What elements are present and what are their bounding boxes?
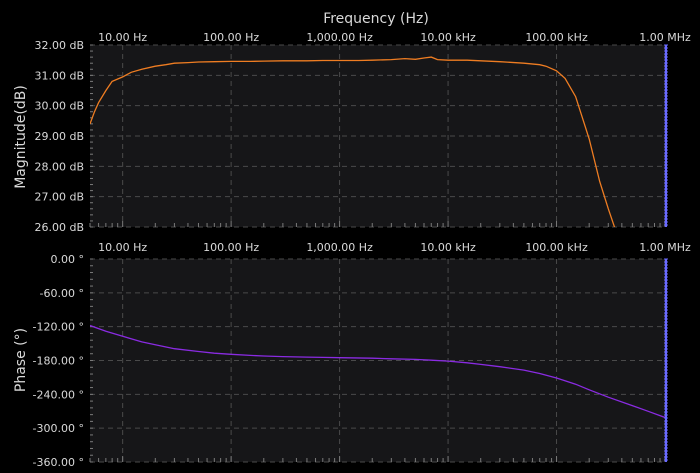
- magnitude-y-tick-label: 28.00 dB: [34, 160, 84, 173]
- phase-y-tick-label: -300.00 °: [33, 422, 84, 435]
- phase-y-tick-label: -120.00 °: [33, 321, 84, 334]
- frequency-axis-title: Frequency (Hz): [323, 11, 429, 27]
- magnitude-x-tick-label: 1,000.00 Hz: [306, 31, 373, 44]
- phase-y-tick-label: -180.00 °: [33, 355, 84, 368]
- phase-y-tick-label: -360.00 °: [33, 456, 84, 469]
- magnitude-y-tick-label: 32.00 dB: [34, 39, 84, 52]
- phase-x-tick-label: 100.00 kHz: [525, 241, 588, 254]
- phase-x-tick-label: 10.00 kHz: [420, 241, 476, 254]
- magnitude-panel: 10.00 Hz 100.00 Hz 1,000.00 Hz 10.00 kHz 100…: [34, 31, 691, 234]
- magnitude-y-tick-label: 30.00 dB: [34, 100, 84, 113]
- magnitude-y-tick-label: 27.00 dB: [34, 191, 84, 204]
- phase-x-tick-label: 100.00 Hz: [203, 241, 259, 254]
- magnitude-y-tick-label: 26.00 dB: [34, 221, 84, 234]
- magnitude-x-tick-label: 10.00 Hz: [98, 31, 147, 44]
- magnitude-x-tick-label: 1.00 MHz: [639, 31, 691, 44]
- magnitude-x-tick-label: 10.00 kHz: [420, 31, 476, 44]
- phase-x-tick-label: 10.00 Hz: [98, 241, 147, 254]
- phase-x-tick-label: 1,000.00 Hz: [306, 241, 373, 254]
- magnitude-x-tick-label: 100.00 Hz: [203, 31, 259, 44]
- phase-y-tick-label: 0.00 °: [51, 253, 85, 266]
- magnitude-x-tick-label: 100.00 kHz: [525, 31, 588, 44]
- magnitude-axis-title: Magnitude(dB): [13, 85, 29, 189]
- phase-series-line: [90, 324, 665, 419]
- phase-y-tick-label: -60.00 °: [40, 287, 84, 300]
- magnitude-y-tick-label: 29.00 dB: [34, 130, 84, 143]
- phase-panel: 10.00 Hz 100.00 Hz 1,000.00 Hz 10.00 kHz 100…: [33, 241, 691, 469]
- magnitude-y-tick-label: 31.00 dB: [34, 69, 84, 82]
- phase-axis-title: Phase (°): [13, 328, 29, 392]
- phase-x-tick-label: 1.00 MHz: [639, 241, 691, 254]
- magnitude-series-line: [90, 56, 616, 227]
- phase-y-tick-label: -240.00 °: [33, 388, 84, 401]
